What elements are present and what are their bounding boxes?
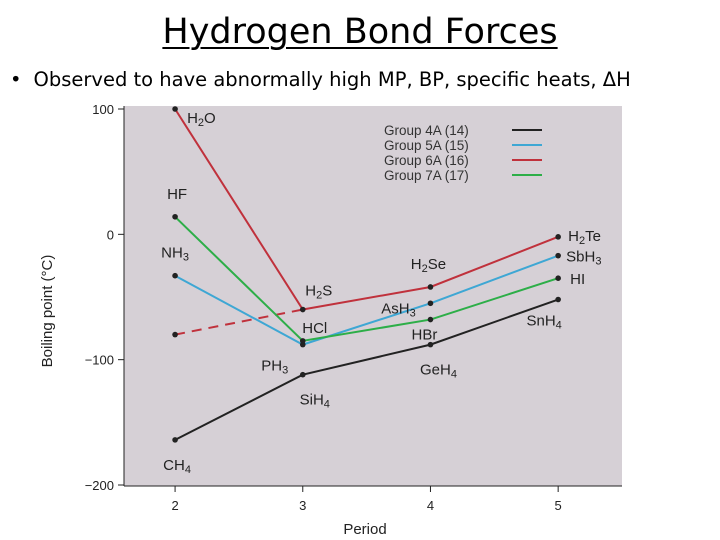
axes: 100 0 −100 −200 2 3 4 5 bbox=[85, 102, 622, 513]
y-axis-title: Boiling point (°C) bbox=[39, 255, 56, 368]
point-label: HI bbox=[570, 271, 585, 288]
point-label: H2O bbox=[187, 110, 216, 129]
series-line bbox=[174, 298, 559, 441]
point-label: NH3 bbox=[161, 245, 189, 264]
data-point bbox=[555, 275, 561, 281]
point-label: H2Te bbox=[568, 228, 601, 247]
data-point bbox=[427, 316, 434, 323]
data-point bbox=[299, 306, 306, 313]
y-tick-label: 0 bbox=[107, 227, 114, 242]
point-label: HBr bbox=[412, 327, 438, 344]
point-label: AsH3 bbox=[381, 300, 415, 319]
boiling-point-chart: 100 0 −100 −200 2 3 4 5 CH4 SiH4 GeH4 SnH4 NH3 PH3 As… bbox=[39, 102, 622, 538]
data-point bbox=[172, 272, 178, 279]
x-tick-label: 4 bbox=[427, 498, 434, 513]
slide-title-text: Hydrogen Bond Forces bbox=[162, 12, 558, 52]
point-label: CH4 bbox=[163, 457, 191, 476]
bullet-dot-icon: • bbox=[10, 68, 22, 91]
x-axis-title: Period bbox=[343, 521, 386, 538]
x-tick-label: 2 bbox=[171, 498, 178, 513]
y-tick-label: −200 bbox=[85, 478, 114, 493]
point-label: H2S bbox=[305, 283, 332, 302]
point-label: SiH4 bbox=[300, 392, 330, 411]
data-point bbox=[299, 371, 306, 378]
series-3 bbox=[172, 106, 561, 338]
point-label: SbH3 bbox=[566, 249, 601, 268]
data-point bbox=[427, 284, 434, 290]
data-point bbox=[172, 331, 178, 338]
point-label: SnH4 bbox=[526, 313, 561, 332]
slide-title: Hydrogen Bond Forces bbox=[0, 12, 720, 52]
series-2 bbox=[172, 252, 561, 348]
point-label: H2Se bbox=[411, 256, 446, 275]
point-label: HCl bbox=[302, 320, 327, 337]
series-line bbox=[174, 108, 559, 311]
series-layer bbox=[172, 106, 561, 443]
series-line bbox=[174, 216, 559, 342]
series-line bbox=[174, 254, 559, 346]
y-tick-label: 100 bbox=[92, 102, 114, 117]
bullet-text: Observed to have abnormally high MP, BP,… bbox=[33, 68, 631, 91]
series-1 bbox=[172, 296, 561, 443]
y-tick-label: −100 bbox=[85, 353, 114, 368]
legend-label: Group 6A (16) bbox=[384, 153, 469, 168]
data-point bbox=[427, 300, 434, 307]
data-point bbox=[555, 296, 561, 303]
data-point bbox=[427, 341, 434, 348]
point-label: PH3 bbox=[261, 358, 288, 377]
plot-background bbox=[124, 106, 622, 486]
x-tick-label: 5 bbox=[555, 498, 562, 513]
data-point bbox=[172, 106, 178, 112]
legend-label: Group 7A (17) bbox=[384, 168, 469, 183]
bullet-point: • Observed to have abnormally high MP, BP… bbox=[10, 68, 715, 91]
data-point bbox=[299, 338, 306, 344]
legend-label: Group 4A (14) bbox=[384, 123, 469, 138]
series-dashed-line bbox=[174, 308, 303, 336]
point-label: HF bbox=[167, 186, 187, 203]
point-labels: CH4 SiH4 GeH4 SnH4 NH3 PH3 AsH3 SbH3 H2O H2S H2Se H… bbox=[161, 110, 601, 476]
series-4 bbox=[172, 213, 561, 344]
legend-label: Group 5A (15) bbox=[384, 138, 469, 153]
point-label: GeH4 bbox=[420, 362, 457, 381]
legend: Group 4A (14)Group 5A (15)Group 6A (16)G… bbox=[384, 123, 542, 183]
x-tick-label: 3 bbox=[299, 498, 306, 513]
data-point bbox=[555, 252, 561, 259]
data-point bbox=[172, 437, 178, 443]
data-point bbox=[555, 234, 561, 240]
data-point bbox=[172, 213, 178, 220]
